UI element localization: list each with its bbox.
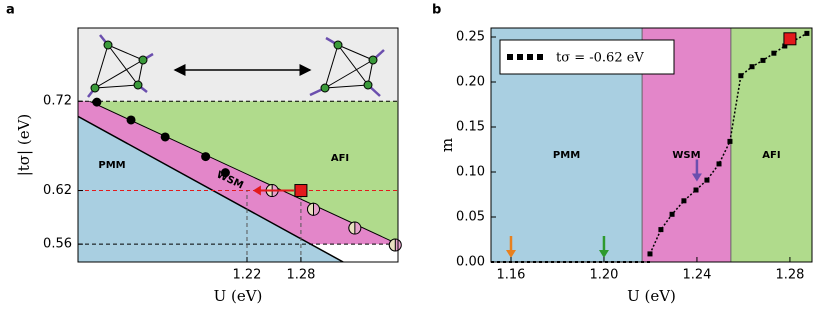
data-point <box>782 43 788 49</box>
highlight-point <box>783 32 797 46</box>
x-axis-label: U (eV) <box>214 287 263 305</box>
legend-swatch <box>507 54 513 60</box>
region-label: PMM <box>98 160 125 171</box>
phase-boundary <box>78 115 344 262</box>
data-point <box>669 211 675 217</box>
data-point <box>804 30 810 36</box>
half-point-fill <box>307 202 315 216</box>
data-point <box>220 168 230 178</box>
legend-swatch <box>537 54 543 60</box>
plot-frame <box>77 27 399 263</box>
data-point <box>658 227 664 233</box>
panel-b: PMM WSM AFI tσ = -0.62 eV 1.16 1.20 1.24 1.28 0.… <box>438 27 813 305</box>
region-label: WSM <box>672 150 700 161</box>
y-axis-label: m <box>438 138 456 152</box>
highlight-point <box>294 184 308 198</box>
header-band <box>78 28 398 102</box>
data-point <box>771 50 777 56</box>
y-tick-label: 0.62 <box>43 183 72 198</box>
x-tick-label: 1.20 <box>589 268 618 283</box>
data-point <box>749 64 755 70</box>
molecule <box>309 36 385 97</box>
x-axis-label: U (eV) <box>627 287 676 305</box>
data-point <box>693 187 699 193</box>
data-point <box>201 152 211 162</box>
half-point-fill <box>348 221 356 235</box>
molecule <box>87 34 154 98</box>
x-tick-label: 1.24 <box>682 268 711 283</box>
region-label: AFI <box>331 153 349 164</box>
y-tick-label: 0.25 <box>456 30 485 45</box>
data-point <box>727 138 733 144</box>
y-tick-label: 0.20 <box>456 75 485 90</box>
arrow-head <box>252 185 261 196</box>
legend-swatch <box>527 54 533 60</box>
data-point <box>647 251 653 257</box>
panel-label: a <box>6 3 15 18</box>
legend-label: tσ = -0.62 eV <box>556 51 644 66</box>
y-tick-label: 0.15 <box>456 120 485 135</box>
y-tick-label: 0.00 <box>456 255 485 270</box>
indicator-arrow-head <box>598 250 609 258</box>
x-tick-label: 1.16 <box>497 268 526 283</box>
data-point <box>760 57 766 63</box>
indicator-arrow-head <box>691 173 702 182</box>
region-label: AFI <box>762 150 780 161</box>
region-label: PMM <box>553 150 580 161</box>
data-point <box>716 161 722 167</box>
y-tick-label: 0.56 <box>43 237 72 252</box>
data-point <box>92 97 102 107</box>
data-point <box>704 177 710 183</box>
plot-frame <box>490 27 813 263</box>
half-point-fill <box>388 238 396 252</box>
illustration <box>87 34 385 98</box>
x-tick-label: 1.28 <box>286 268 315 283</box>
data-point <box>738 73 744 79</box>
legend-swatch <box>517 54 523 60</box>
panel-label: b <box>432 3 441 18</box>
region <box>730 28 812 262</box>
y-tick-label: 0.72 <box>43 94 72 109</box>
indicator-arrow-head <box>505 250 516 258</box>
x-tick-label: 1.28 <box>775 268 804 283</box>
y-axis-label: |tσ| (eV) <box>15 114 33 177</box>
y-tick-label: 0.05 <box>456 210 485 225</box>
data-point <box>126 115 136 125</box>
y-tick-label: 0.10 <box>456 165 485 180</box>
x-tick-label: 1.22 <box>233 268 262 283</box>
data-point <box>160 132 170 142</box>
data-point <box>681 198 687 204</box>
